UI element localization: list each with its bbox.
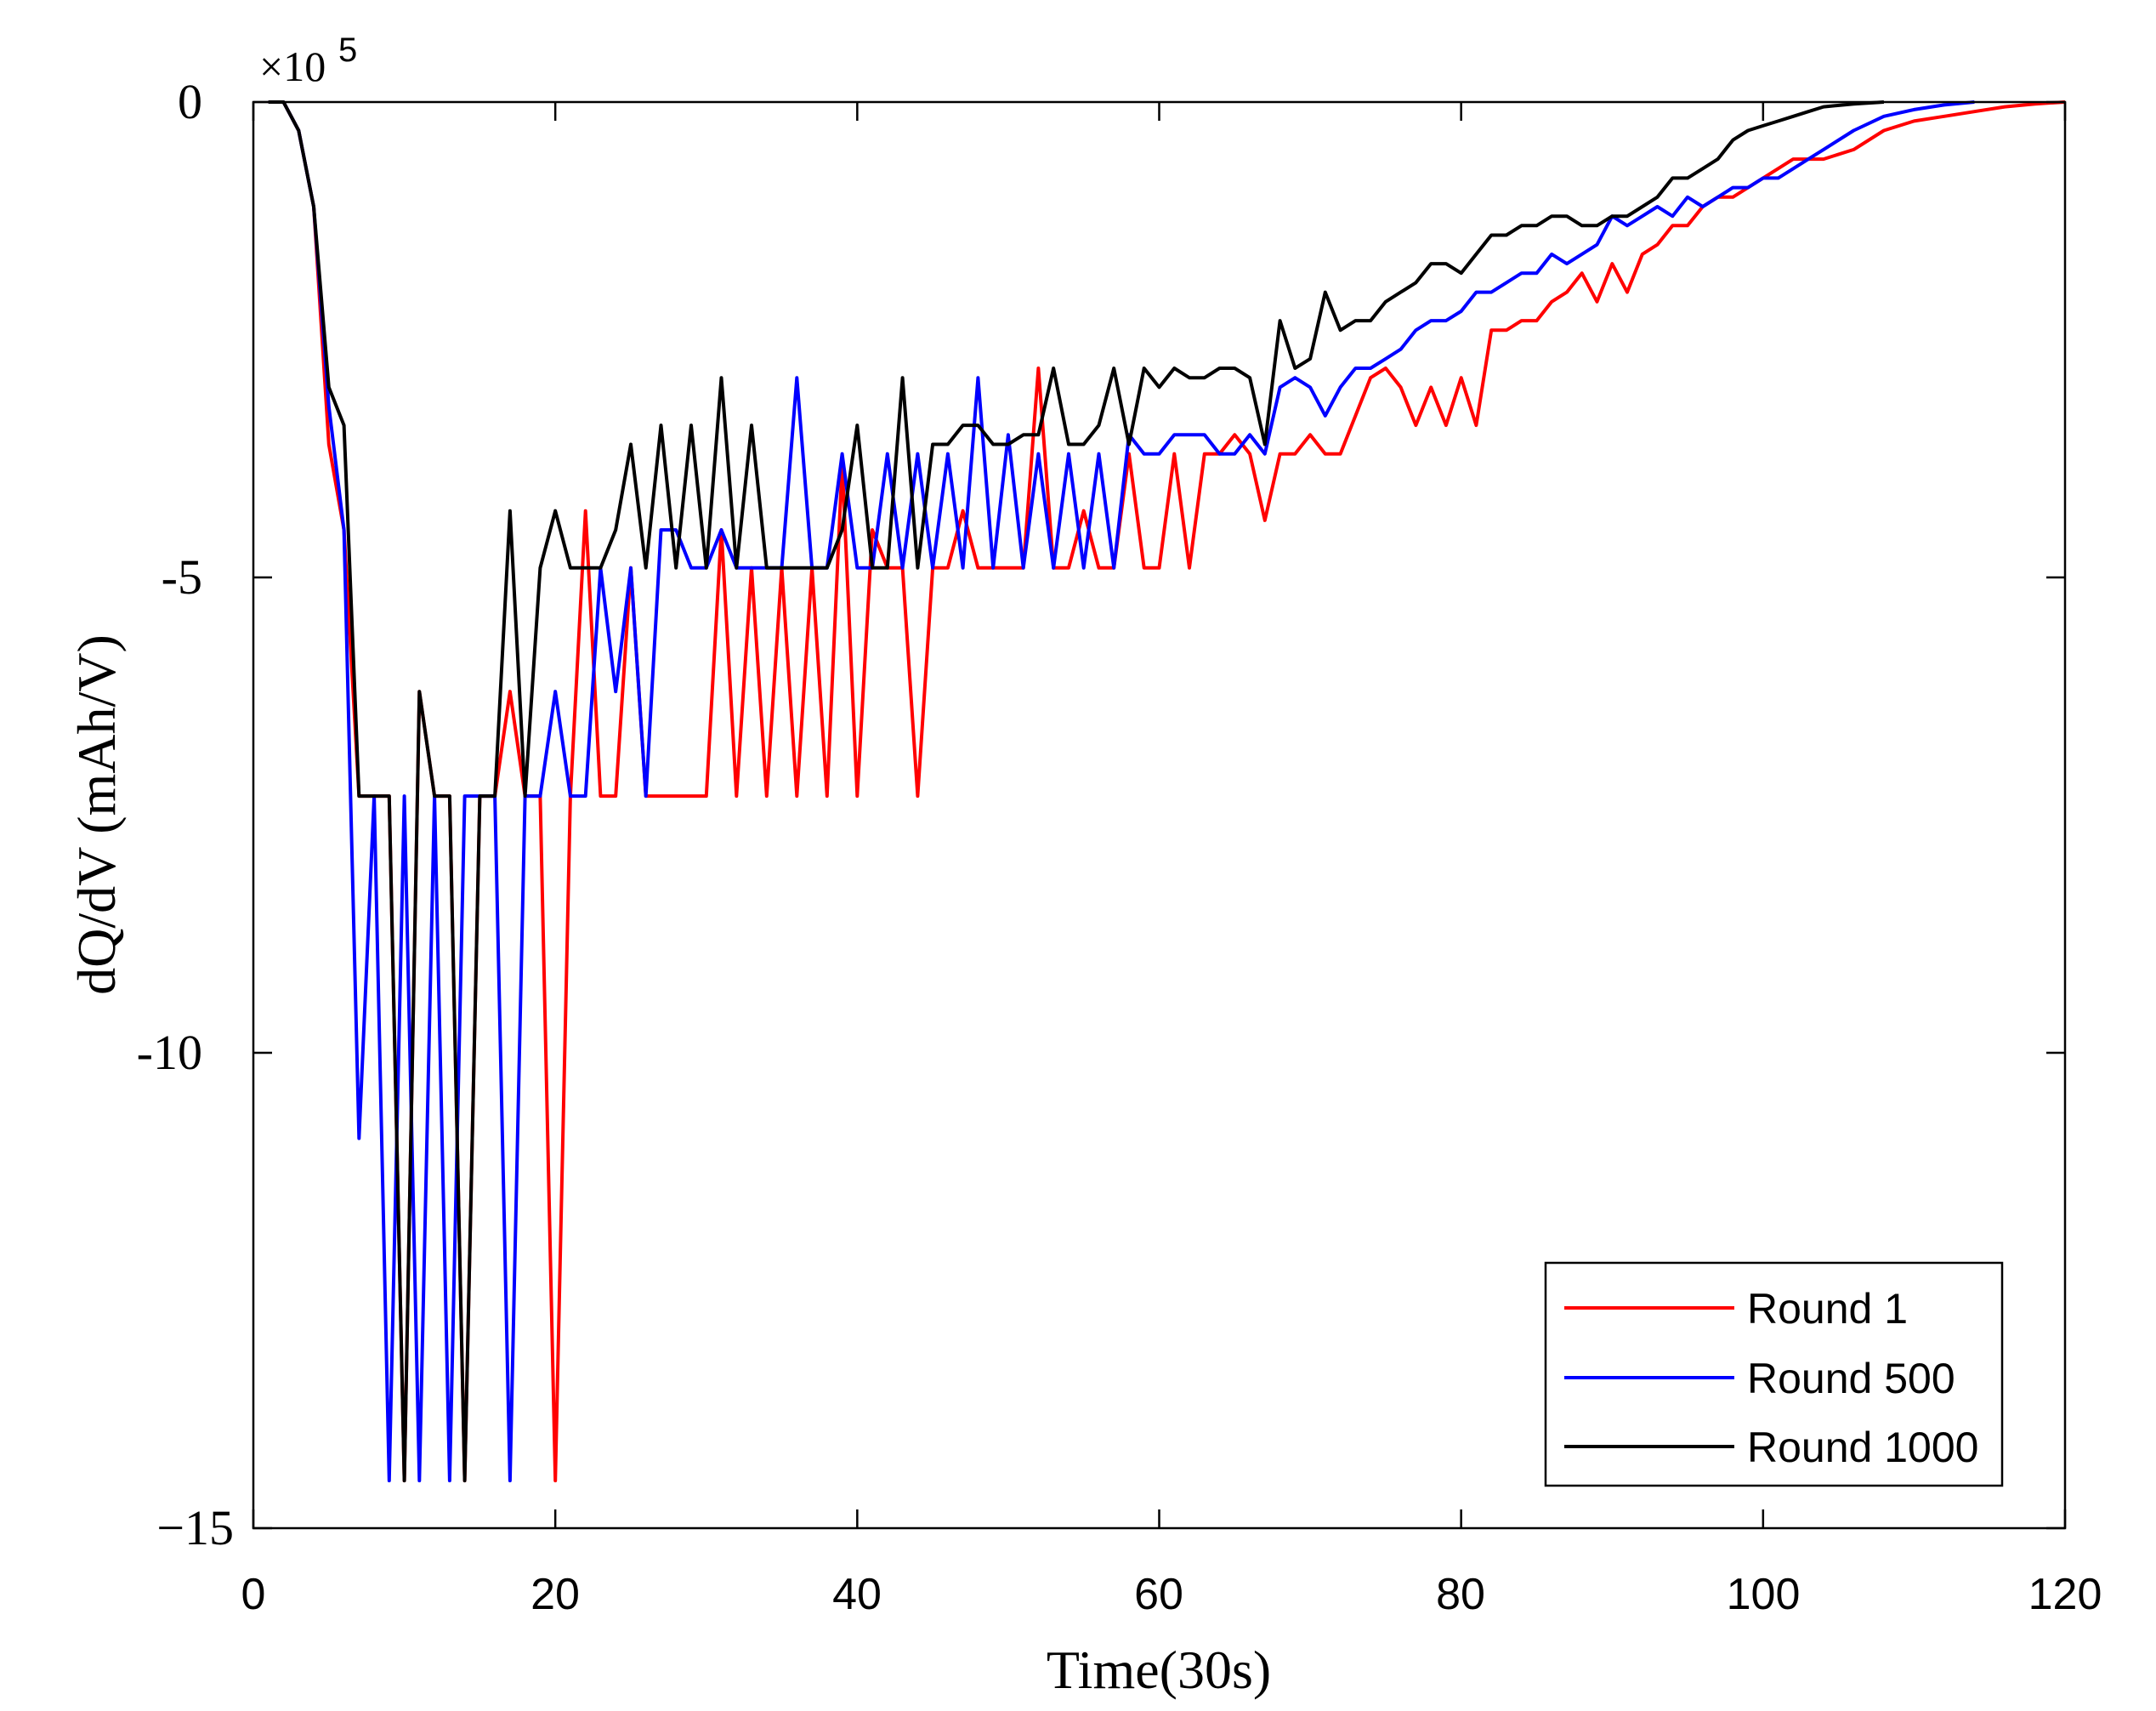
x-tick-label: 100 <box>1727 1570 1801 1619</box>
y-tick-label: -10 <box>137 1025 202 1080</box>
y-exponent-label: ×10 5 <box>259 31 357 90</box>
x-tick-label: 120 <box>2028 1570 2102 1619</box>
x-tick-labels: 0 20 40 60 80 100 120 <box>241 1570 2102 1619</box>
legend-box <box>1544 1261 2004 1487</box>
x-tick-label: 40 <box>832 1570 882 1619</box>
series-line-round-1000 <box>268 100 1885 1483</box>
y-exponent-base: ×10 <box>259 43 326 90</box>
y-tick-label: -5 <box>162 549 202 605</box>
legend: Round 1 Round 500 Round 1000 <box>1544 1261 2004 1487</box>
x-tick-label: 80 <box>1436 1570 1485 1619</box>
y-tick-labels: 0 -5 -10 −15 <box>137 74 234 1555</box>
y-exponent-power: 5 <box>338 31 357 69</box>
y-tick-label: 0 <box>178 74 202 129</box>
plot-area <box>252 100 2067 1530</box>
series-line-round-1 <box>268 100 2066 1483</box>
x-tick-label: 20 <box>530 1570 580 1619</box>
x-tick-label: 0 <box>241 1570 266 1619</box>
y-tick-label: −15 <box>156 1500 234 1555</box>
y-axis-label: dQ/dV (mAh/V) <box>66 634 127 995</box>
legend-label-round-1000: Round 1000 <box>1747 1424 1978 1471</box>
x-tick-label: 60 <box>1134 1570 1183 1619</box>
tick-layer <box>252 100 2067 1530</box>
series-line-round-500 <box>268 100 1975 1483</box>
legend-label-round-500: Round 500 <box>1747 1355 1955 1402</box>
series-layer <box>268 100 2066 1483</box>
x-axis-label: Time(30s) <box>1047 1640 1271 1700</box>
legend-label-round-1: Round 1 <box>1747 1285 1908 1333</box>
